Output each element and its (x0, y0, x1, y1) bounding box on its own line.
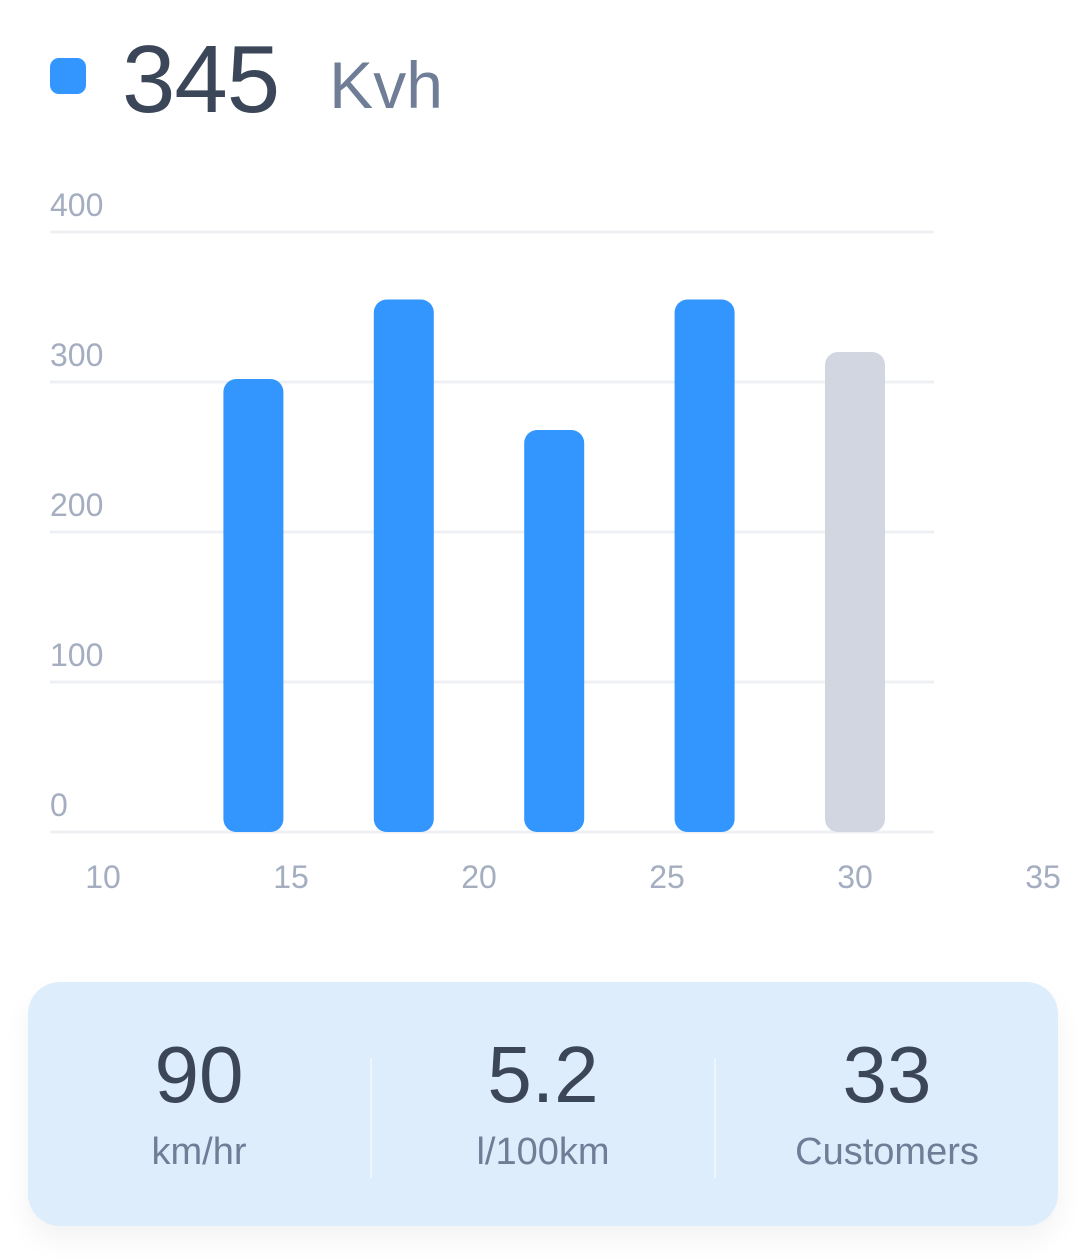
x-tick-label: 25 (649, 859, 685, 895)
x-tick-label: 15 (273, 859, 309, 895)
y-tick-label: 100 (50, 637, 103, 673)
headline-value: 345 (122, 26, 280, 133)
stat-customers-value: 33 (842, 1029, 932, 1119)
headline-unit: Kvh (329, 48, 443, 122)
stat-consumption-value: 5.2 (487, 1029, 599, 1119)
x-tick-label: 35 (1025, 859, 1061, 895)
bar (524, 430, 585, 832)
stat-customers: 33 Customers (716, 982, 1058, 1226)
stat-speed-label: km/hr (151, 1130, 247, 1173)
stat-consumption: 5.2 l/100km (372, 982, 714, 1226)
chart-header: 345 Kvh (50, 26, 443, 133)
stat-consumption-label: l/100km (476, 1130, 610, 1173)
stat-speed-value: 90 (154, 1029, 244, 1119)
bar-chart: 0 100 200 300 400 10 15 20 25 30 35 (50, 187, 1061, 895)
bar (223, 379, 284, 832)
series-legend-dot (50, 58, 86, 94)
x-tick-label: 30 (837, 859, 873, 895)
bar (674, 299, 735, 832)
stat-divider (370, 1058, 372, 1178)
stat-speed: 90 km/hr (28, 982, 370, 1226)
y-tick-label: 400 (50, 187, 103, 223)
x-tick-label: 20 (461, 859, 497, 895)
stats-card: 90 km/hr 5.2 l/100km 33 Customers (28, 982, 1058, 1226)
y-tick-label: 0 (50, 787, 68, 823)
bar (373, 299, 434, 832)
stat-customers-label: Customers (795, 1130, 979, 1173)
y-tick-label: 200 (50, 487, 103, 523)
x-tick-label: 10 (85, 859, 121, 895)
stat-divider (714, 1058, 716, 1178)
bar (825, 352, 885, 832)
y-tick-label: 300 (50, 337, 103, 373)
